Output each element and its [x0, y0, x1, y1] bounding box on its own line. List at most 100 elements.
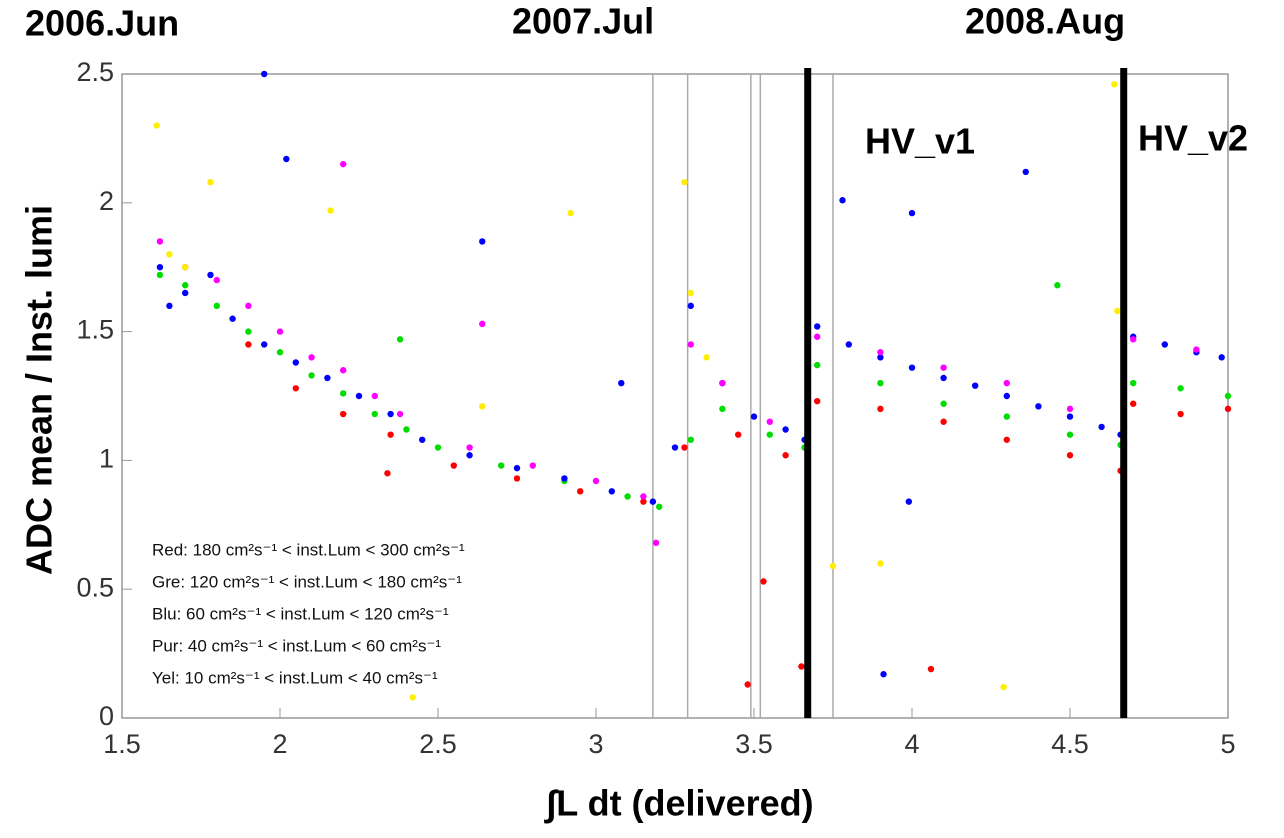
annotation: 2007.Jul — [512, 1, 654, 42]
data-point — [750, 413, 758, 420]
data-point — [292, 359, 299, 366]
legend-entry: Blu: 60 cm²s⁻¹ < inst.Lum < 120 cm²s⁻¹ — [152, 604, 449, 623]
data-point — [798, 663, 805, 670]
data-point — [656, 503, 663, 510]
data-point — [466, 444, 473, 451]
data-point — [1022, 168, 1029, 176]
data-point — [324, 374, 331, 382]
data-point — [1130, 400, 1137, 407]
data-point — [1130, 336, 1137, 343]
data-point — [940, 418, 947, 425]
data-point — [245, 302, 252, 310]
data-point — [371, 410, 378, 418]
data-point — [340, 390, 347, 397]
data-point — [1000, 683, 1007, 691]
data-point — [340, 160, 347, 168]
y-tick-label: 0 — [99, 701, 114, 731]
data-point — [340, 367, 347, 374]
data-point — [513, 464, 521, 472]
x-tick-label: 5 — [1220, 729, 1235, 759]
data-point — [845, 341, 852, 348]
data-point — [434, 444, 442, 451]
data-point — [245, 328, 252, 335]
data-point — [940, 400, 947, 407]
data-point — [1003, 392, 1010, 400]
data-point — [403, 426, 410, 433]
legend-entry: Red: 180 cm²s⁻¹ < inst.Lum < 300 cm²s⁻¹ — [152, 540, 465, 559]
data-point — [687, 341, 694, 348]
data-point — [1066, 452, 1074, 459]
data-point — [719, 405, 726, 413]
data-point — [972, 382, 979, 389]
data-point — [166, 302, 173, 310]
data-point — [1003, 413, 1010, 420]
data-point — [608, 488, 615, 495]
data-point — [419, 436, 426, 443]
data-point — [479, 403, 486, 410]
data-point — [561, 475, 568, 482]
data-point — [652, 539, 660, 547]
x-tick-label: 3 — [588, 729, 603, 759]
data-point — [877, 379, 884, 387]
data-point — [1098, 423, 1105, 431]
x-axis-label: ∫L dt (delivered) — [543, 783, 813, 824]
data-point — [479, 320, 486, 328]
data-point — [166, 251, 173, 258]
data-point — [814, 333, 821, 340]
data-point — [703, 354, 710, 361]
data-point — [877, 560, 884, 567]
data-point — [384, 470, 391, 477]
data-point — [1054, 282, 1061, 289]
data-point — [396, 410, 404, 418]
data-point — [513, 475, 521, 482]
legend-entry: Pur: 40 cm²s⁻¹ < inst.Lum < 60 cm²s⁻¹ — [152, 636, 441, 655]
data-point — [880, 671, 887, 678]
data-point — [1161, 341, 1169, 348]
data-point — [829, 562, 837, 570]
data-point — [766, 431, 773, 438]
annotation: HV_v1 — [865, 121, 975, 162]
data-point — [327, 207, 334, 214]
data-point — [618, 379, 625, 387]
data-point — [814, 323, 821, 330]
data-point — [782, 426, 789, 433]
data-point — [283, 155, 290, 163]
data-point — [877, 349, 884, 356]
data-point — [207, 271, 214, 279]
data-point — [207, 178, 214, 186]
data-point — [245, 341, 252, 348]
x-tick-label: 4 — [904, 729, 919, 759]
data-point — [671, 444, 679, 451]
data-point — [760, 578, 767, 585]
data-point — [1035, 403, 1042, 410]
data-point — [182, 264, 189, 271]
y-tick-label: 1.5 — [76, 315, 114, 345]
x-tick-label: 2 — [272, 729, 287, 759]
data-point — [1111, 81, 1118, 88]
data-point — [681, 178, 688, 186]
legend-entry: Yel: 10 cm²s⁻¹ < inst.Lum < 40 cm²s⁻¹ — [152, 668, 438, 687]
data-point — [450, 462, 457, 469]
data-point — [782, 452, 789, 459]
data-point — [624, 493, 631, 500]
y-tick-label: 2.5 — [76, 57, 114, 87]
data-point — [308, 372, 315, 379]
data-point — [905, 498, 913, 505]
data-point — [529, 462, 536, 469]
data-point — [156, 238, 164, 245]
data-point — [735, 431, 742, 438]
x-tick-label: 4.5 — [1051, 729, 1089, 759]
y-tick-label: 0.5 — [76, 572, 114, 602]
legend-entry: Gre: 120 cm²s⁻¹ < inst.Lum < 180 cm²s⁻¹ — [152, 572, 462, 591]
data-point — [1114, 307, 1121, 315]
data-point — [577, 488, 584, 495]
annotation: 2008.Aug — [965, 1, 1125, 42]
data-point — [877, 354, 884, 361]
data-point — [261, 70, 268, 78]
data-point — [156, 264, 164, 271]
data-point — [877, 405, 884, 413]
data-point — [592, 477, 600, 485]
data-point — [640, 493, 647, 500]
data-point — [308, 354, 315, 361]
